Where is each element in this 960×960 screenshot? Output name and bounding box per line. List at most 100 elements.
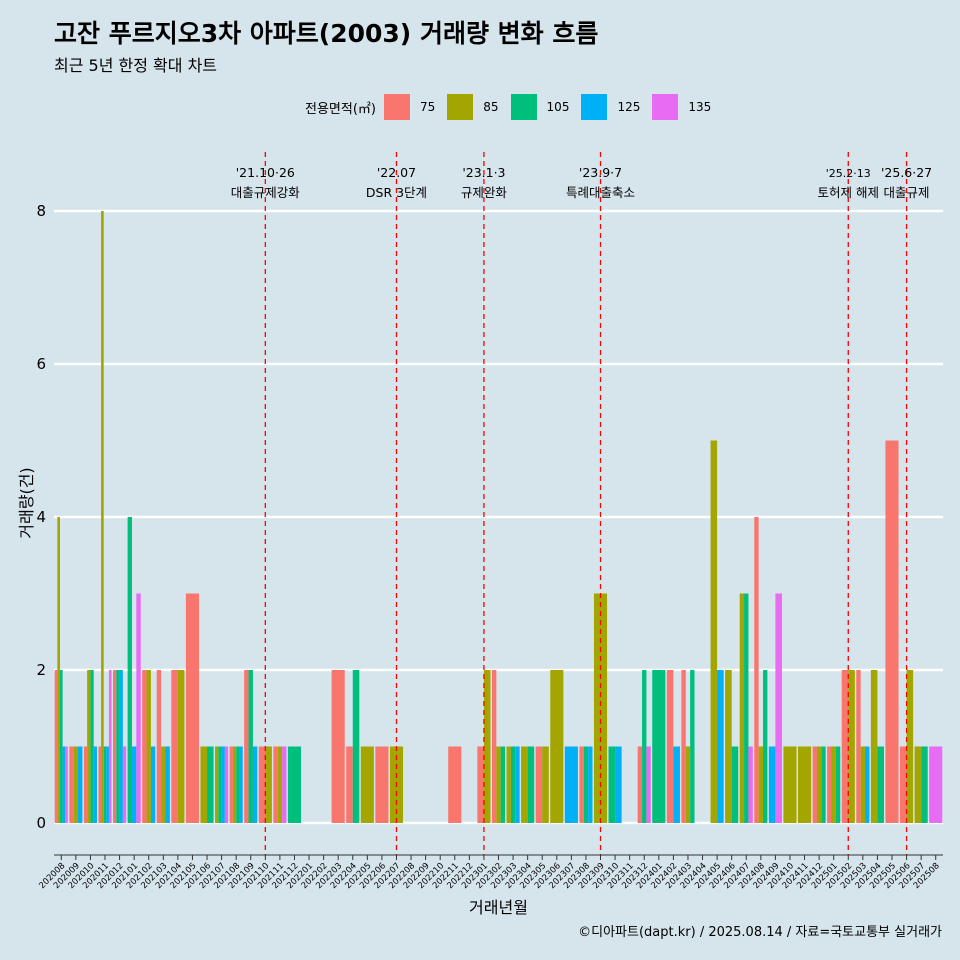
- legend-swatch: [383, 94, 410, 120]
- bar: [550, 670, 564, 823]
- bar: [215, 746, 219, 823]
- legend-label: 75: [419, 100, 436, 114]
- bar: [685, 746, 691, 823]
- event-date: '23.1·3: [462, 165, 505, 180]
- bar: [637, 746, 643, 823]
- bar: [821, 746, 826, 823]
- bar: [588, 746, 593, 823]
- bar: [87, 670, 91, 823]
- bar: [506, 746, 511, 823]
- bar: [131, 746, 137, 823]
- bar: [239, 746, 243, 823]
- bar: [248, 670, 253, 823]
- bar: [200, 746, 208, 823]
- event-date: '22.07: [377, 165, 416, 180]
- bar: [731, 746, 739, 823]
- legend-swatch: [510, 94, 537, 120]
- event-date: '21.10·26: [236, 165, 295, 180]
- bar: [914, 746, 922, 823]
- legend-item-125: 125: [581, 94, 640, 120]
- bar: [106, 746, 109, 823]
- bar: [593, 593, 608, 823]
- source-caption: ©디아파트(dapt.kr) / 2025.08.14 / 자료=국토교통부 실…: [578, 925, 942, 940]
- bar: [360, 746, 374, 823]
- bar: [221, 746, 225, 823]
- bar: [477, 746, 484, 823]
- event-label: 대출규제강화: [231, 185, 301, 200]
- bar: [375, 746, 389, 823]
- bar: [448, 746, 462, 823]
- bar: [108, 670, 112, 823]
- event-label: 토허제 해제: [818, 185, 879, 200]
- bar: [252, 746, 258, 823]
- legend-item-105: 105: [510, 94, 569, 120]
- bar: [282, 746, 287, 823]
- bar: [277, 746, 283, 823]
- bar: [763, 670, 768, 823]
- y-tick-label: 0: [36, 814, 46, 832]
- bar: [797, 746, 812, 823]
- bar: [812, 746, 817, 823]
- legend-label: 135: [688, 100, 712, 114]
- bar: [542, 746, 549, 823]
- bar: [161, 746, 166, 823]
- bar: [856, 670, 861, 823]
- bar: [535, 746, 543, 823]
- bar: [62, 746, 66, 823]
- bar: [136, 593, 141, 823]
- bar: [78, 746, 83, 823]
- legend-label: 125: [617, 100, 641, 114]
- legend-item-135: 135: [652, 94, 711, 120]
- legend-swatch: [447, 94, 474, 120]
- bar: [521, 746, 528, 823]
- bar: [156, 670, 162, 823]
- bar: [921, 746, 928, 823]
- bar: [754, 517, 759, 823]
- bar: [224, 746, 229, 823]
- bar: [57, 517, 60, 823]
- bar: [142, 670, 147, 823]
- bar: [725, 670, 732, 823]
- bar: [500, 746, 506, 823]
- bar: [150, 746, 156, 823]
- legend-item-75: 75: [383, 94, 436, 120]
- bar: [73, 746, 79, 823]
- bar: [122, 746, 127, 823]
- bar: [83, 746, 88, 823]
- event-label: 규제완화: [461, 185, 508, 200]
- bar: [491, 670, 497, 823]
- bar: [515, 746, 520, 823]
- bar: [877, 746, 884, 823]
- bar: [352, 670, 360, 823]
- bar: [258, 746, 266, 823]
- event-date: '23.9·7: [579, 165, 622, 180]
- bar: [835, 746, 841, 823]
- bar: [870, 670, 878, 823]
- bar: [90, 670, 94, 823]
- bar: [900, 746, 907, 823]
- y-tick-label: 4: [36, 508, 46, 526]
- bar: [717, 670, 724, 823]
- bar: [831, 746, 836, 823]
- bar: [185, 593, 200, 823]
- bar: [59, 670, 63, 823]
- bar: [744, 593, 749, 823]
- bar: [483, 670, 491, 823]
- bar: [646, 746, 651, 823]
- bar: [101, 211, 104, 823]
- event-label: DSR 3단계: [366, 185, 427, 200]
- bar: [758, 746, 764, 823]
- bar: [848, 670, 855, 823]
- bar: [236, 746, 240, 823]
- bar: [827, 746, 832, 823]
- bar: [865, 746, 870, 823]
- y-axis-title: 거래량(건): [17, 467, 36, 538]
- legend-swatch: [652, 94, 679, 120]
- bar: [69, 746, 74, 823]
- bar: [583, 746, 589, 823]
- bar: [929, 746, 943, 823]
- bar: [265, 746, 272, 823]
- bar: [673, 746, 680, 823]
- bar: [906, 670, 914, 823]
